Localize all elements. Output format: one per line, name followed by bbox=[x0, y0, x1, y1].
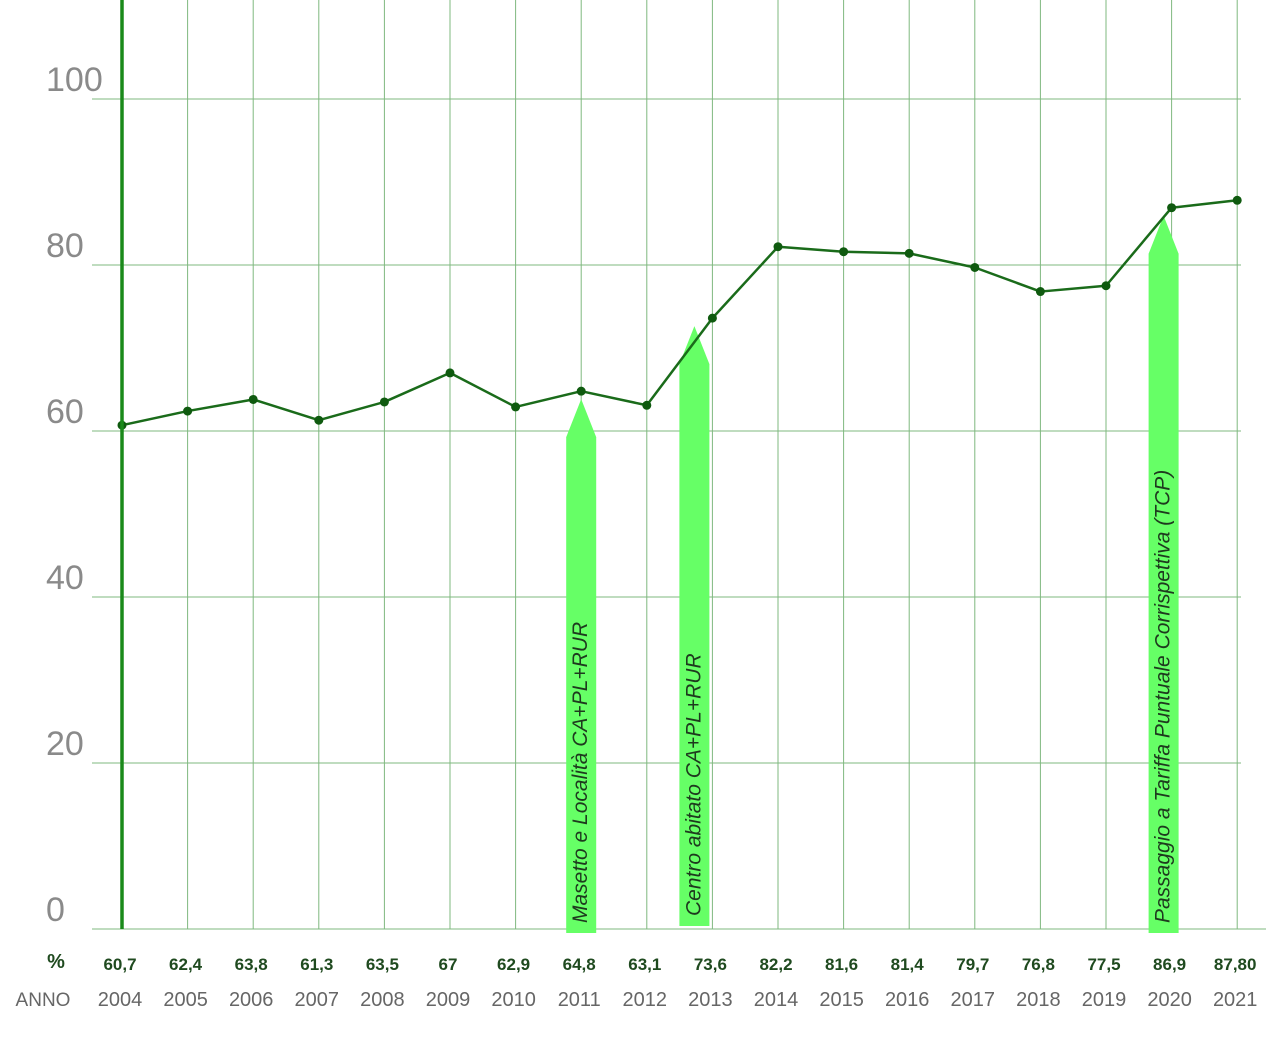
annotation-text-2011: Masetto e Località CA+PL+RUR bbox=[569, 622, 592, 923]
annotation-text-2013: Centro abitato CA+PL+RUR bbox=[682, 653, 705, 916]
value-label: 64,8 bbox=[563, 955, 596, 974]
data-point-2006 bbox=[248, 394, 258, 404]
x-tick-label: 2021 bbox=[1213, 989, 1258, 1011]
x-tick-label: 2008 bbox=[360, 989, 405, 1011]
data-point-2015 bbox=[839, 247, 849, 257]
data-point-2017 bbox=[970, 262, 980, 272]
value-label: 81,6 bbox=[825, 955, 858, 974]
x-tick-label: 2009 bbox=[426, 989, 471, 1011]
data-point-2007 bbox=[314, 415, 324, 425]
y-tick-label: 40 bbox=[46, 559, 84, 597]
x-tick-label: 2004 bbox=[98, 989, 143, 1011]
data-series bbox=[117, 195, 1242, 430]
value-label: 63,5 bbox=[366, 955, 399, 974]
value-label: 82,2 bbox=[759, 955, 792, 974]
value-label: 67 bbox=[439, 955, 458, 974]
value-label: 81,4 bbox=[891, 955, 925, 974]
annotation-arrow-2020 bbox=[1148, 215, 1179, 934]
x-tick-label: 2016 bbox=[885, 989, 930, 1011]
data-point-2019 bbox=[1101, 281, 1111, 291]
y-tick-label: 80 bbox=[46, 227, 84, 265]
series-line bbox=[121, 199, 1238, 427]
grid bbox=[92, 0, 1266, 930]
value-label: 61,3 bbox=[300, 955, 333, 974]
data-point-2020 bbox=[1167, 203, 1177, 213]
value-label: 73,6 bbox=[694, 955, 727, 974]
x-tick-label: 2010 bbox=[491, 989, 536, 1011]
value-row-label: % bbox=[47, 951, 65, 973]
data-point-2005 bbox=[183, 406, 193, 416]
x-tick-label: 2011 bbox=[558, 989, 601, 1011]
x-tick-label: 2005 bbox=[163, 989, 208, 1011]
x-tick-label: 2017 bbox=[951, 989, 996, 1011]
annotation-arrow-2011 bbox=[566, 399, 597, 933]
data-point-2008 bbox=[379, 397, 389, 407]
value-label: 76,8 bbox=[1022, 955, 1055, 974]
labels: % ANNO 0 20 40 60 80 100 60,7 2004 62,4 2005 63,8 2… bbox=[16, 61, 1258, 1011]
x-tick-label: 2020 bbox=[1147, 989, 1192, 1011]
x-tick-label: 2013 bbox=[688, 989, 733, 1011]
data-point-2021 bbox=[1232, 195, 1242, 205]
value-label: 62,9 bbox=[497, 955, 530, 974]
data-point-2013 bbox=[707, 313, 717, 323]
value-label: 79,7 bbox=[956, 955, 989, 974]
annotation-arrow-2013 bbox=[679, 326, 710, 926]
x-tick-label: 2007 bbox=[295, 989, 340, 1011]
x-tick-label: 2006 bbox=[229, 989, 274, 1011]
x-axis-label: ANNO bbox=[16, 990, 71, 1011]
data-point-2010 bbox=[511, 402, 521, 412]
y-tick-label: 60 bbox=[46, 393, 84, 431]
value-label: 77,5 bbox=[1087, 955, 1120, 974]
value-label: 86,9 bbox=[1153, 955, 1186, 974]
x-tick-label: 2018 bbox=[1016, 989, 1061, 1011]
y-tick-label: 0 bbox=[46, 891, 65, 929]
x-tick-label: 2014 bbox=[754, 989, 799, 1011]
data-point-2012 bbox=[642, 400, 652, 410]
data-point-2016 bbox=[904, 248, 914, 258]
data-point-2009 bbox=[445, 368, 455, 378]
value-label: 60,7 bbox=[103, 955, 136, 974]
value-label: 63,8 bbox=[235, 955, 268, 974]
x-tick-label: 2015 bbox=[819, 989, 864, 1011]
y-tick-label: 100 bbox=[46, 61, 103, 99]
value-label: 87,80 bbox=[1214, 955, 1257, 974]
value-label: 63,1 bbox=[628, 955, 661, 974]
data-point-2011 bbox=[576, 386, 586, 396]
data-point-2018 bbox=[1035, 287, 1045, 297]
annotations: Masetto e Località CA+PL+RUR Centro abita… bbox=[566, 215, 1179, 934]
annotation-text-2020: Passaggio a Tariffa Puntuale Corrispetti… bbox=[1152, 470, 1175, 923]
x-tick-label: 2019 bbox=[1082, 989, 1127, 1011]
y-tick-label: 20 bbox=[46, 725, 84, 763]
x-tick-label: 2012 bbox=[623, 989, 668, 1011]
value-label: 62,4 bbox=[169, 955, 203, 974]
data-point-2014 bbox=[773, 242, 783, 252]
